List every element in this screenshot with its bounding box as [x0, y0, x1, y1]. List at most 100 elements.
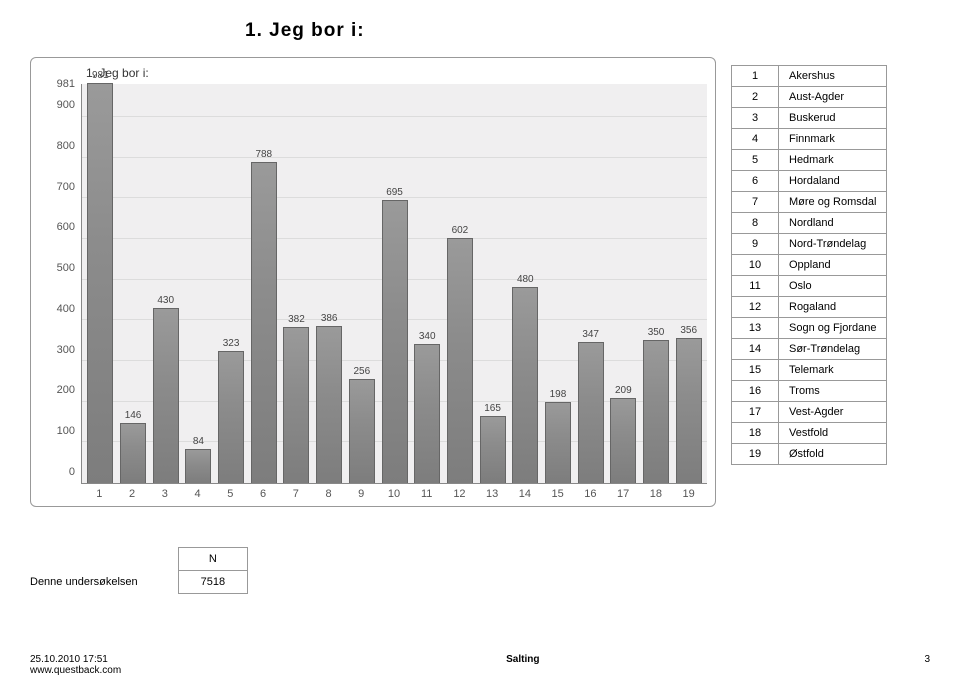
- x-tick-label: 10: [380, 488, 409, 500]
- bar-value-label: 695: [386, 187, 403, 198]
- legend-table: 1Akershus2Aust-Agder3Buskerud4Finnmark5H…: [731, 65, 887, 465]
- bar-value-label: 356: [680, 325, 697, 336]
- bar-column: 146: [119, 410, 148, 483]
- page-title: 1. Jeg bor i:: [245, 20, 930, 42]
- legend-label: Aust-Agder: [779, 87, 887, 108]
- bar-column: 480: [511, 274, 540, 483]
- legend-row: 14Sør-Trøndelag: [732, 339, 887, 360]
- legend-row: 12Rogaland: [732, 297, 887, 318]
- bar-column: 256: [348, 366, 377, 483]
- top-area: 1. Jeg bor i: 98101002003004005006007008…: [30, 57, 930, 507]
- legend-row: 1Akershus: [732, 66, 887, 87]
- bar: [120, 423, 146, 483]
- bar: [447, 238, 473, 483]
- bar: [218, 351, 244, 483]
- footer-right: 3: [924, 654, 930, 676]
- n-row-label: Denne undersøkelsen: [30, 571, 178, 594]
- bar-chart: 1. Jeg bor i: 98101002003004005006007008…: [30, 57, 716, 507]
- bar: [283, 327, 309, 483]
- legend-index: 15: [732, 360, 779, 381]
- bar-column: 340: [413, 331, 442, 483]
- legend-label: Akershus: [779, 66, 887, 87]
- legend-row: 18Vestfold: [732, 423, 887, 444]
- legend-row: 13Sogn og Fjordane: [732, 318, 887, 339]
- y-tick-label: 800: [57, 140, 75, 152]
- bar-column: 323: [217, 338, 246, 483]
- bar-value-label: 386: [321, 313, 338, 324]
- bar-value-label: 209: [615, 385, 632, 396]
- legend-label: Østfold: [779, 444, 887, 465]
- y-tick-label: 700: [57, 181, 75, 193]
- bar-value-label: 165: [484, 403, 501, 414]
- footer: 25.10.2010 17:51 www.questback.com Salti…: [30, 654, 930, 676]
- legend-index: 5: [732, 150, 779, 171]
- legend-index: 10: [732, 255, 779, 276]
- bar-column: 695: [380, 187, 409, 483]
- legend-index: 7: [732, 192, 779, 213]
- legend-index: 4: [732, 129, 779, 150]
- bar: [153, 308, 179, 483]
- legend-label: Nord-Trøndelag: [779, 234, 887, 255]
- bar-value-label: 256: [354, 366, 371, 377]
- bar-column: 347: [576, 329, 605, 483]
- bar-value-label: 323: [223, 338, 240, 349]
- bar: [610, 398, 636, 483]
- bar: [382, 200, 408, 483]
- legend-label: Sør-Trøndelag: [779, 339, 887, 360]
- bar-value-label: 347: [582, 329, 599, 340]
- bar-column: 386: [315, 313, 344, 483]
- bar-column: 430: [151, 295, 180, 483]
- bar: [87, 83, 113, 483]
- bar-value-label: 981: [92, 70, 109, 81]
- y-tick-label: 600: [57, 221, 75, 233]
- legend-index: 16: [732, 381, 779, 402]
- legend-label: Finnmark: [779, 129, 887, 150]
- legend-row: 10Oppland: [732, 255, 887, 276]
- x-tick-label: 7: [281, 488, 310, 500]
- bar: [643, 340, 669, 483]
- y-tick-label: 400: [57, 303, 75, 315]
- legend-row: 15Telemark: [732, 360, 887, 381]
- bar-value-label: 146: [125, 410, 142, 421]
- legend-index: 18: [732, 423, 779, 444]
- legend-index: 6: [732, 171, 779, 192]
- bar-value-label: 198: [550, 389, 567, 400]
- legend-label: Oppland: [779, 255, 887, 276]
- x-tick-label: 12: [445, 488, 474, 500]
- legend-index: 14: [732, 339, 779, 360]
- bar-value-label: 350: [648, 327, 665, 338]
- bar-value-label: 340: [419, 331, 436, 342]
- legend-label: Telemark: [779, 360, 887, 381]
- bar-column: 981: [86, 70, 115, 483]
- y-tick-label: 200: [57, 384, 75, 396]
- bar-value-label: 84: [193, 436, 204, 447]
- legend-label: Møre og Romsdal: [779, 192, 887, 213]
- bar-value-label: 480: [517, 274, 534, 285]
- legend-row: 3Buskerud: [732, 108, 887, 129]
- x-axis: 12345678910111213141516171819: [81, 484, 707, 506]
- bar: [251, 162, 277, 483]
- x-tick-label: 17: [609, 488, 638, 500]
- x-tick-label: 3: [150, 488, 179, 500]
- x-tick-label: 5: [216, 488, 245, 500]
- bar-column: 198: [544, 389, 573, 483]
- x-tick-label: 16: [576, 488, 605, 500]
- y-tick-label: 100: [57, 425, 75, 437]
- y-tick-label: 500: [57, 262, 75, 274]
- y-tick-label: 900: [57, 99, 75, 111]
- n-value: 7518: [178, 571, 247, 594]
- legend-label: Nordland: [779, 213, 887, 234]
- bar-column: 356: [674, 325, 703, 483]
- bar: [185, 449, 211, 483]
- x-tick-label: 18: [641, 488, 670, 500]
- x-tick-label: 19: [674, 488, 703, 500]
- bar-column: 602: [446, 225, 475, 483]
- plot-area: 9811464308432378838238625669534060216548…: [81, 84, 707, 484]
- n-table: N Denne undersøkelsen 7518: [30, 547, 248, 594]
- legend-index: 11: [732, 276, 779, 297]
- legend-row: 16Troms: [732, 381, 887, 402]
- bar-column: 382: [282, 314, 311, 483]
- legend-index: 2: [732, 87, 779, 108]
- bar-value-label: 602: [452, 225, 469, 236]
- x-tick-label: 13: [478, 488, 507, 500]
